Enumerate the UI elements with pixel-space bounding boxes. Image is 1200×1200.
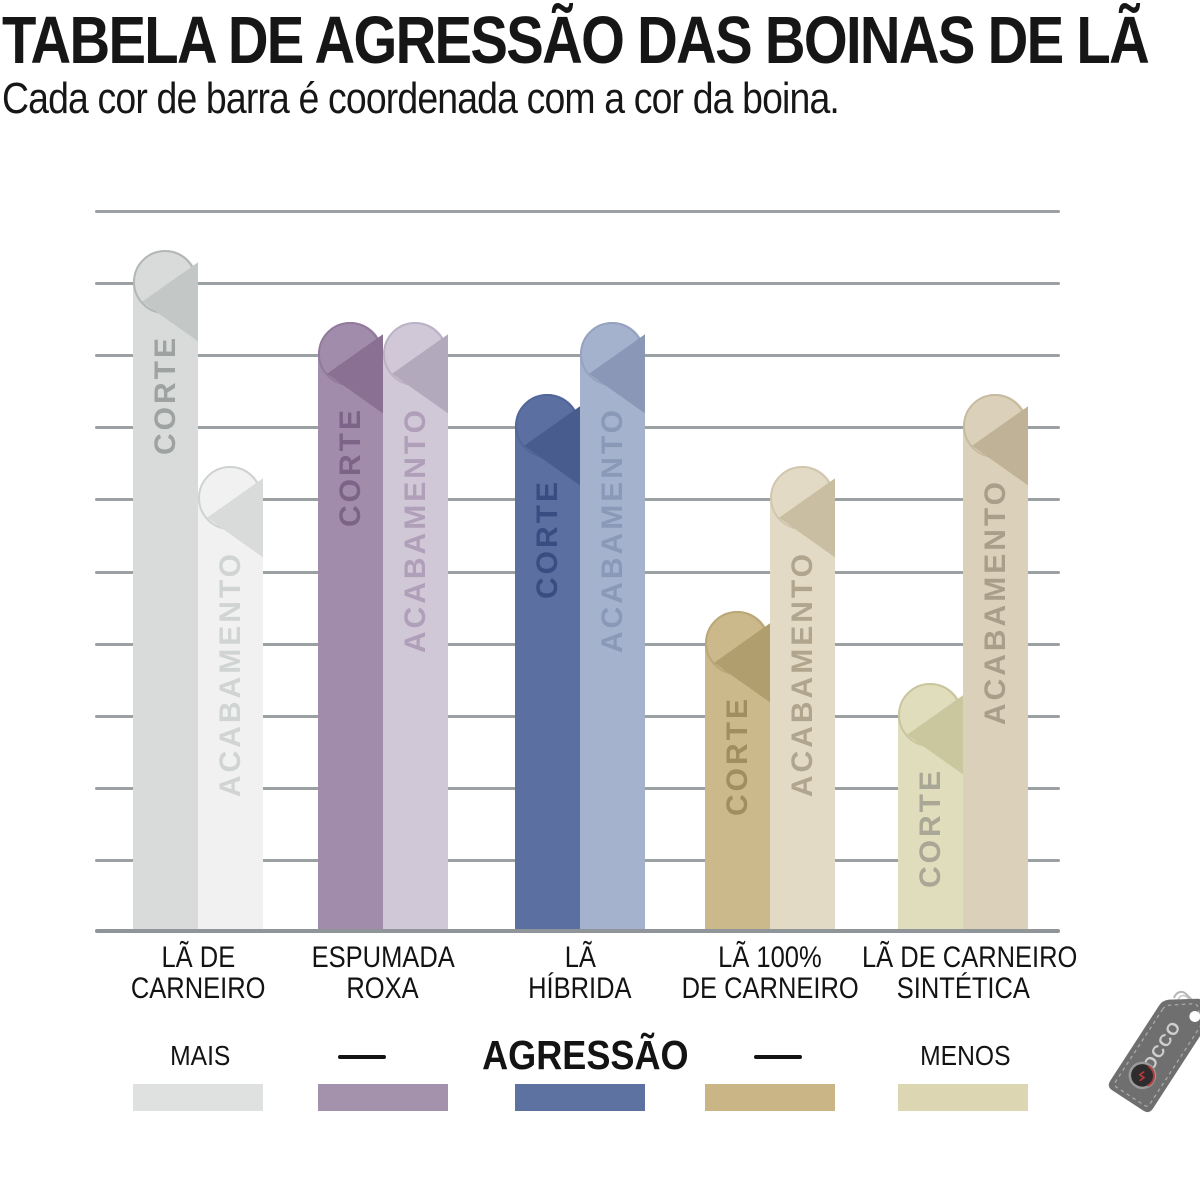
bar-acabamento-cat5: ACABAMENTO — [963, 394, 1028, 933]
bar-label-acabamento: ACABAMENTO — [979, 479, 1012, 726]
bar-corte-cat2: CORTE — [318, 322, 383, 933]
x-axis-baseline — [95, 929, 1060, 933]
category-label-4: LÃ 100% DE CARNEIRO — [681, 941, 859, 1005]
hang-tag-icon: FOCCO ϟ — [1108, 990, 1200, 1113]
bar-label-corte: CORTE — [149, 335, 182, 455]
bar-label-acabamento: ACABAMENTO — [214, 551, 247, 798]
bar-corte-cat3: CORTE — [515, 394, 580, 933]
bar-label-corte: CORTE — [334, 407, 367, 527]
legend-dash-left — [338, 1055, 386, 1059]
page-subtitle: Cada cor de barra é coordenada com a cor… — [2, 74, 840, 123]
legend-swatch-4 — [705, 1084, 835, 1111]
legend-less-label: MENOS — [919, 1040, 1011, 1071]
bar-acabamento-cat2: ACABAMENTO — [383, 322, 448, 933]
category-label-2: ESPUMADA ROXA — [311, 941, 455, 1005]
bar-label-acabamento: ACABAMENTO — [786, 551, 819, 798]
category-label-1: LÃ DE CARNEIRO — [130, 941, 266, 1005]
brand-tag-logo: FOCCO ϟ — [1096, 978, 1200, 1138]
gridline — [95, 282, 1060, 285]
bar-corte-cat5: CORTE — [898, 683, 963, 933]
legend-swatch-1 — [133, 1084, 263, 1111]
page-title: TABELA DE AGRESSÃO DAS BOINAS DE LÃ — [2, 3, 1150, 78]
legend-more-label: MAIS — [169, 1040, 231, 1071]
category-label-3: LÃ HÍBRIDA — [528, 941, 632, 1005]
bar-label-acabamento: ACABAMENTO — [399, 407, 432, 654]
legend-dash-right — [754, 1055, 802, 1059]
bar-acabamento-cat1: ACABAMENTO — [198, 466, 263, 933]
bar-label-corte: CORTE — [531, 479, 564, 599]
legend-swatch-2 — [318, 1084, 448, 1111]
bar-label-acabamento: ACABAMENTO — [596, 407, 629, 654]
category-label-5: LÃ DE CARNEIRO SINTÉTICA — [862, 941, 1078, 1005]
gridline — [95, 354, 1060, 357]
legend-axis-label: AGRESSÃO — [481, 1032, 689, 1078]
bar-acabamento-cat4: ACABAMENTO — [770, 466, 835, 933]
bar-label-corte: CORTE — [721, 696, 754, 816]
legend-swatch-3 — [515, 1084, 645, 1111]
bar-acabamento-cat3: ACABAMENTO — [580, 322, 645, 933]
bar-label-corte: CORTE — [914, 768, 947, 888]
gridline — [95, 210, 1060, 213]
bar-corte-cat4: CORTE — [705, 611, 770, 933]
bar-corte-cat1: CORTE — [133, 250, 198, 933]
legend-swatch-5 — [898, 1084, 1028, 1111]
